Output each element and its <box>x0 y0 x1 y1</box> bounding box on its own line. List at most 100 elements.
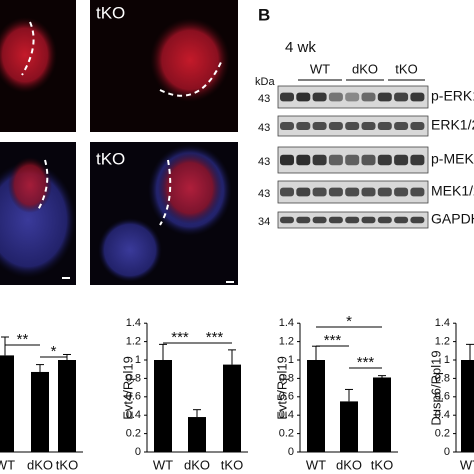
sig-label: *** <box>206 329 224 346</box>
y-tick-label: 0.6 <box>126 391 141 403</box>
scale-bar <box>226 281 234 283</box>
sig-label: *** <box>324 332 342 349</box>
bar <box>154 360 172 452</box>
band <box>377 154 392 166</box>
panel-letter: B <box>258 5 270 24</box>
band <box>394 92 409 102</box>
outline <box>159 59 223 97</box>
band <box>280 187 294 197</box>
tissue <box>98 218 162 282</box>
y-axis-label: Dusp6/Rpl19 <box>428 350 443 425</box>
y-tick-label: 0.2 <box>279 428 294 440</box>
outline <box>21 21 35 76</box>
tissue <box>158 152 222 224</box>
x-tick-label: dKO <box>27 457 53 472</box>
mw-label: 43 <box>258 93 270 105</box>
x-tick-label: dKO <box>336 457 362 472</box>
y-tick-label: 0 <box>288 446 294 458</box>
band <box>361 92 376 102</box>
y-axis-label: Evt4/Rpl19 <box>120 356 135 420</box>
band <box>410 92 425 102</box>
y-tick-label: 1 <box>135 354 141 366</box>
y-tick-label: 0.6 <box>435 391 450 403</box>
blot-strip <box>277 85 429 109</box>
band <box>377 92 392 102</box>
y-tick-label: 1.4 <box>435 317 450 329</box>
band <box>410 216 425 224</box>
x-tick-label: WT <box>306 457 326 472</box>
panel-a: tKO tKO <box>0 0 238 285</box>
band <box>296 216 311 224</box>
y-tick-label: 1.4 <box>126 317 141 329</box>
row-label: GAPDH <box>431 211 474 227</box>
y-tick-label: 0.4 <box>279 409 294 421</box>
band <box>394 122 409 130</box>
y-tick-label: 0.8 <box>126 372 141 384</box>
y-tick-label: 1.2 <box>279 336 294 348</box>
group-label: WT <box>310 61 330 76</box>
row-label: ERK1/2 <box>431 117 474 133</box>
group-label: dKO <box>352 61 378 76</box>
y-tick-label: 0.4 <box>435 409 450 421</box>
band <box>410 122 425 130</box>
y-tick-label: 0.8 <box>279 372 294 384</box>
band <box>328 92 343 102</box>
tissue <box>0 17 57 93</box>
band <box>280 92 294 102</box>
row-label: p-MEK <box>431 151 474 167</box>
band <box>328 154 343 166</box>
charts: WT dKO tKO***00.20.40.60.811.21.4Evt4/Rpl1… <box>0 313 474 472</box>
group-label: tKO <box>395 61 417 76</box>
band <box>328 122 343 130</box>
band <box>312 187 327 197</box>
band <box>410 154 425 166</box>
band <box>345 122 360 130</box>
band <box>312 122 327 130</box>
bar <box>340 401 358 452</box>
scale-bar <box>62 277 70 279</box>
sig-label: * <box>346 313 352 330</box>
image-label: tKO <box>96 3 125 22</box>
unit-label: kDa <box>255 76 275 88</box>
band <box>361 122 376 130</box>
band <box>410 187 425 197</box>
x-tick-label: WT <box>460 457 474 472</box>
bar <box>0 355 14 452</box>
y-tick-label: 1.4 <box>279 317 294 329</box>
bar <box>223 364 241 452</box>
band <box>312 216 327 224</box>
y-tick-label: 0.4 <box>126 409 141 421</box>
bar <box>58 360 76 452</box>
band <box>377 122 392 130</box>
age-label: 4 wk <box>285 39 316 56</box>
band <box>361 216 376 224</box>
y-tick-label: 1 <box>288 354 294 366</box>
tissue <box>150 18 230 102</box>
band <box>328 216 343 224</box>
mw-label: 34 <box>258 216 270 228</box>
band <box>312 92 327 102</box>
x-tick-label: tKO <box>221 457 243 472</box>
band <box>377 216 392 224</box>
mw-label: 43 <box>258 156 270 168</box>
y-axis-label: Evt5/Rpl19 <box>274 356 289 420</box>
band <box>394 187 409 197</box>
sig-label: *** <box>357 354 375 371</box>
band <box>345 92 360 102</box>
y-tick-label: 1 <box>444 354 450 366</box>
band <box>361 187 376 197</box>
outline <box>159 159 172 226</box>
bar <box>307 360 325 452</box>
sig-label: ** <box>17 331 29 348</box>
sig-label: *** <box>171 329 189 346</box>
band <box>280 122 294 130</box>
band <box>377 187 392 197</box>
y-tick-label: 0.2 <box>126 428 141 440</box>
mw-label: 43 <box>258 122 270 134</box>
band <box>345 216 360 224</box>
y-tick-label: 0.8 <box>435 372 450 384</box>
bar <box>31 371 49 452</box>
band <box>296 92 311 102</box>
bar <box>188 417 206 452</box>
